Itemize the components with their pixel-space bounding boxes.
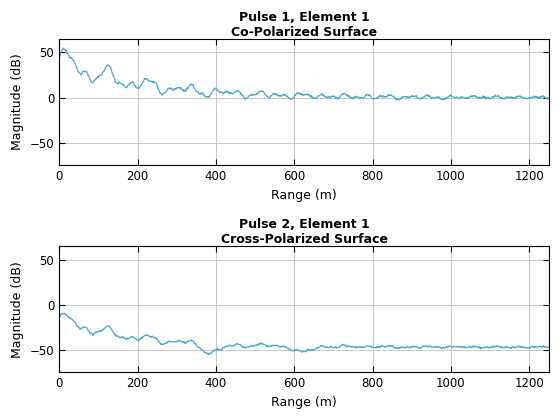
Y-axis label: Magnitude (dB): Magnitude (dB) [11,54,24,150]
X-axis label: Range (m): Range (m) [271,189,337,202]
X-axis label: Range (m): Range (m) [271,396,337,409]
Title: Pulse 2, Element 1
Cross-Polarized Surface: Pulse 2, Element 1 Cross-Polarized Surfa… [221,218,388,247]
Title: Pulse 1, Element 1
Co-Polarized Surface: Pulse 1, Element 1 Co-Polarized Surface [231,11,377,39]
Y-axis label: Magnitude (dB): Magnitude (dB) [11,261,24,358]
